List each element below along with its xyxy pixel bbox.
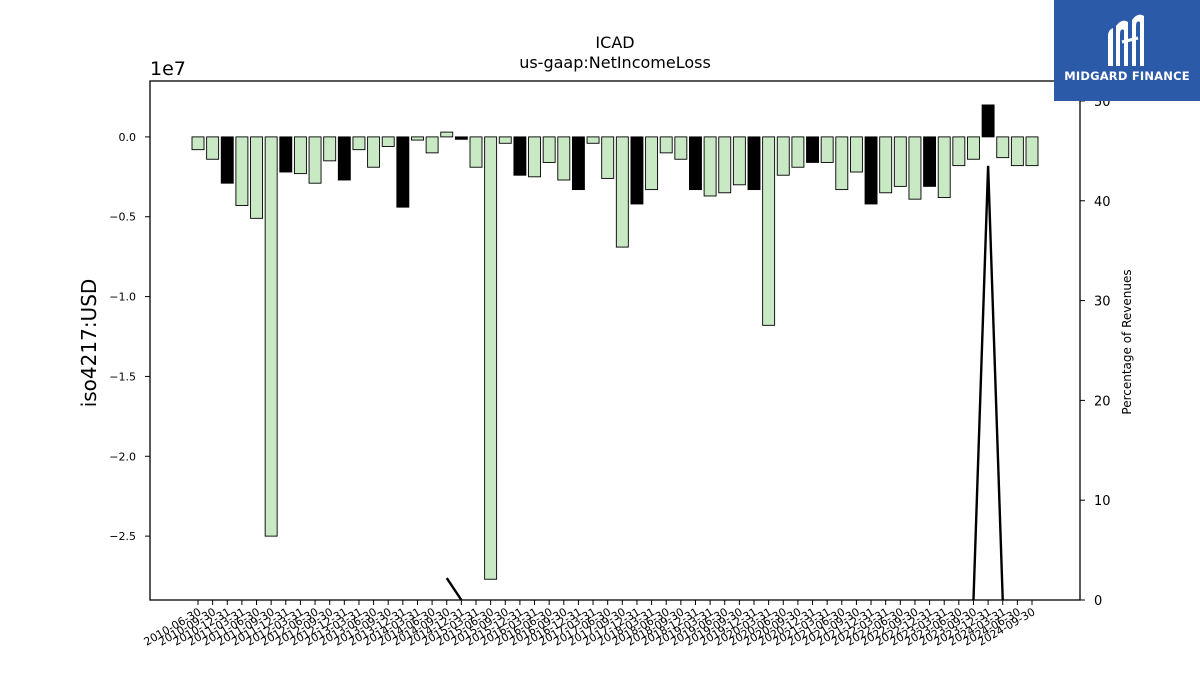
bar	[820, 136, 834, 163]
bar	[235, 136, 249, 207]
y-tick-label: −0.5	[109, 211, 136, 224]
bar	[601, 136, 615, 179]
pct-line-group	[445, 165, 1004, 601]
y2-tick-label: 40	[1094, 195, 1111, 210]
bar	[703, 136, 717, 197]
bar	[908, 136, 922, 200]
bar	[571, 136, 585, 191]
bar	[937, 136, 951, 199]
plot-frame	[149, 80, 1081, 601]
bar	[967, 136, 980, 160]
chart-title: ICAD	[595, 33, 634, 52]
bar	[952, 136, 966, 167]
y2-axis-label: Percentage of Revenues	[1120, 269, 1134, 414]
logo-text: MIDGARD FINANCE	[1064, 69, 1190, 83]
bar	[806, 136, 819, 163]
bar	[776, 136, 790, 176]
bar	[718, 136, 732, 194]
y-tick-label: −1.0	[109, 291, 136, 304]
bar	[498, 136, 512, 144]
bar	[381, 136, 395, 147]
bar	[542, 136, 556, 163]
y-axis-label: iso4217:USD	[77, 279, 101, 408]
bar	[469, 136, 483, 168]
bar	[879, 136, 893, 194]
y-offset-text: 1e7	[150, 58, 186, 80]
bar	[1010, 136, 1024, 167]
bar	[367, 136, 381, 168]
y-tick-label: −2.5	[109, 530, 136, 543]
bar	[528, 136, 541, 178]
bar	[293, 136, 307, 175]
bar	[996, 136, 1010, 159]
bar	[849, 136, 863, 173]
bar	[425, 136, 439, 154]
chart-subtitle: us-gaap:NetIncomeLoss	[519, 53, 711, 72]
bar	[864, 136, 878, 205]
y2-tick-label: 0	[1094, 594, 1102, 609]
bar	[264, 136, 278, 537]
bar	[732, 136, 746, 186]
bar	[659, 136, 673, 154]
bar	[747, 136, 761, 191]
bar	[762, 136, 776, 326]
y-tick-label: −2.0	[109, 450, 136, 463]
y2-tick-label: 30	[1094, 295, 1111, 310]
bar	[323, 136, 337, 162]
axes-group: 0.0−0.5−1.0−1.5−2.0−2.5010203040502010-0…	[109, 80, 1111, 649]
bar	[337, 136, 351, 181]
brand-logo: MIDGARD FINANCE	[1054, 0, 1200, 101]
bar	[791, 136, 805, 168]
bar	[557, 136, 571, 181]
bar	[220, 136, 234, 184]
pct-line-series	[972, 165, 1004, 601]
bar	[689, 136, 702, 191]
bar	[279, 136, 293, 173]
bar	[440, 131, 454, 138]
bar	[352, 136, 366, 151]
bar	[484, 136, 498, 580]
bar	[396, 136, 410, 208]
bar	[308, 136, 322, 184]
bar	[923, 136, 937, 187]
bar	[191, 136, 205, 151]
bar	[674, 136, 688, 160]
bar	[645, 136, 659, 191]
bar	[981, 104, 995, 138]
y-tick-label: 0.0	[119, 131, 137, 144]
logo-mark-icon	[1108, 14, 1144, 67]
y2-tick-label: 20	[1094, 394, 1111, 409]
bar	[835, 136, 849, 191]
bar	[454, 136, 468, 140]
bar	[586, 136, 600, 144]
bar	[1025, 136, 1039, 167]
bar	[513, 136, 527, 176]
y-tick-label: −1.5	[109, 370, 136, 383]
bar	[893, 136, 907, 187]
bar	[630, 136, 644, 205]
pct-line-series	[445, 577, 463, 601]
bar	[411, 136, 424, 141]
bar	[206, 136, 220, 160]
bar	[250, 136, 263, 219]
bars-group	[191, 104, 1039, 580]
bar	[615, 136, 629, 248]
y2-tick-label: 10	[1094, 494, 1111, 509]
